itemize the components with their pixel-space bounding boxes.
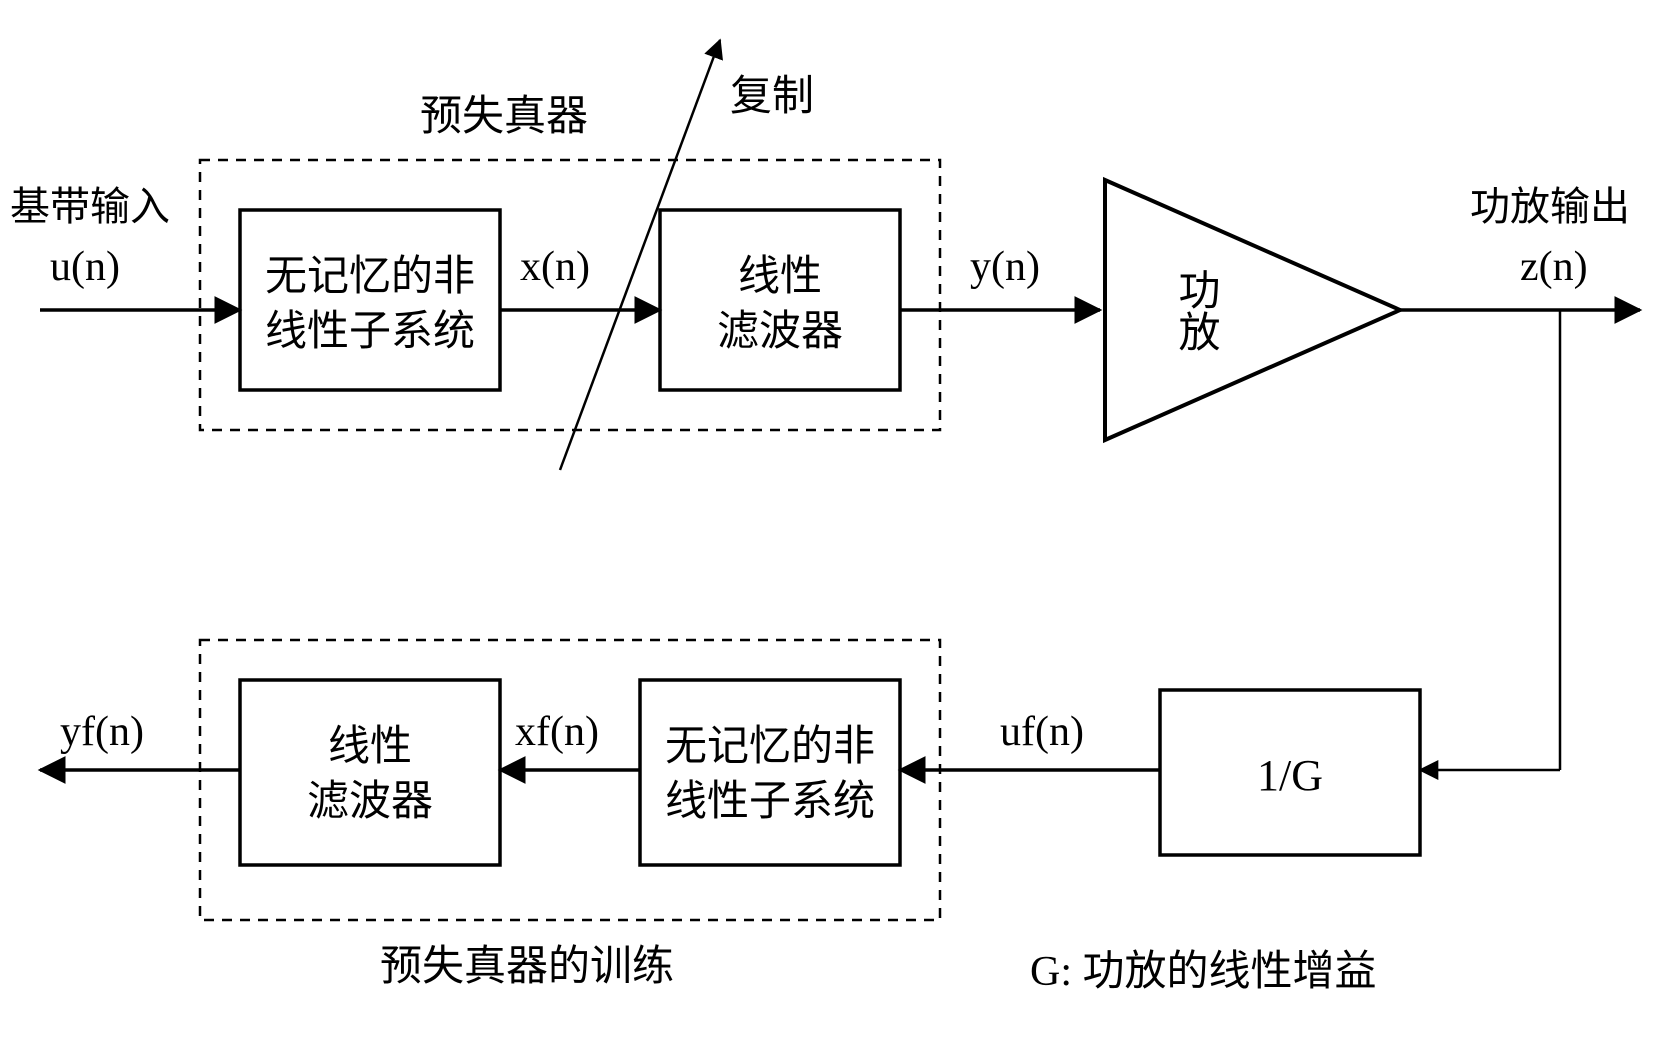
block-lf-bot xyxy=(240,680,500,865)
block-nl-top xyxy=(240,210,500,390)
gain-note: G: 功放的线性增益 xyxy=(1030,949,1377,995)
pa-triangle xyxy=(1105,180,1400,440)
signal-u: u(n) xyxy=(50,244,120,290)
signal-z: z(n) xyxy=(1520,244,1588,290)
baseband-input-label: 基带输入 xyxy=(10,184,170,229)
block-nl-top-line2: 线性子系统 xyxy=(265,309,475,355)
block-nl-bot-line1: 无记忆的非 xyxy=(665,724,875,770)
block-lf-bot-line1: 线性 xyxy=(328,724,412,770)
block-lf-bot-line2: 滤波器 xyxy=(307,779,433,825)
predistorter-label: 预失真器 xyxy=(420,94,588,140)
block-nl-bot xyxy=(640,680,900,865)
signal-yf: yf(n) xyxy=(60,709,144,755)
block-lf-top xyxy=(660,210,900,390)
block-nl-top-line1: 无记忆的非 xyxy=(265,254,475,300)
signal-uf: uf(n) xyxy=(1000,709,1084,755)
block-nl-bot-line2: 线性子系统 xyxy=(665,779,875,825)
block-gain-text: 1/G xyxy=(1257,751,1323,800)
block-lf-top-line1: 线性 xyxy=(738,254,822,300)
pa-label: 功放 xyxy=(1172,268,1219,352)
training-label: 预失真器的训练 xyxy=(380,943,674,990)
signal-xf: xf(n) xyxy=(515,709,599,755)
pa-output-label: 功放输出 xyxy=(1470,184,1630,229)
signal-y: y(n) xyxy=(970,244,1040,290)
block-lf-top-line2: 滤波器 xyxy=(717,309,843,355)
copy-label: 复制 xyxy=(730,74,814,120)
signal-x: x(n) xyxy=(520,244,590,290)
